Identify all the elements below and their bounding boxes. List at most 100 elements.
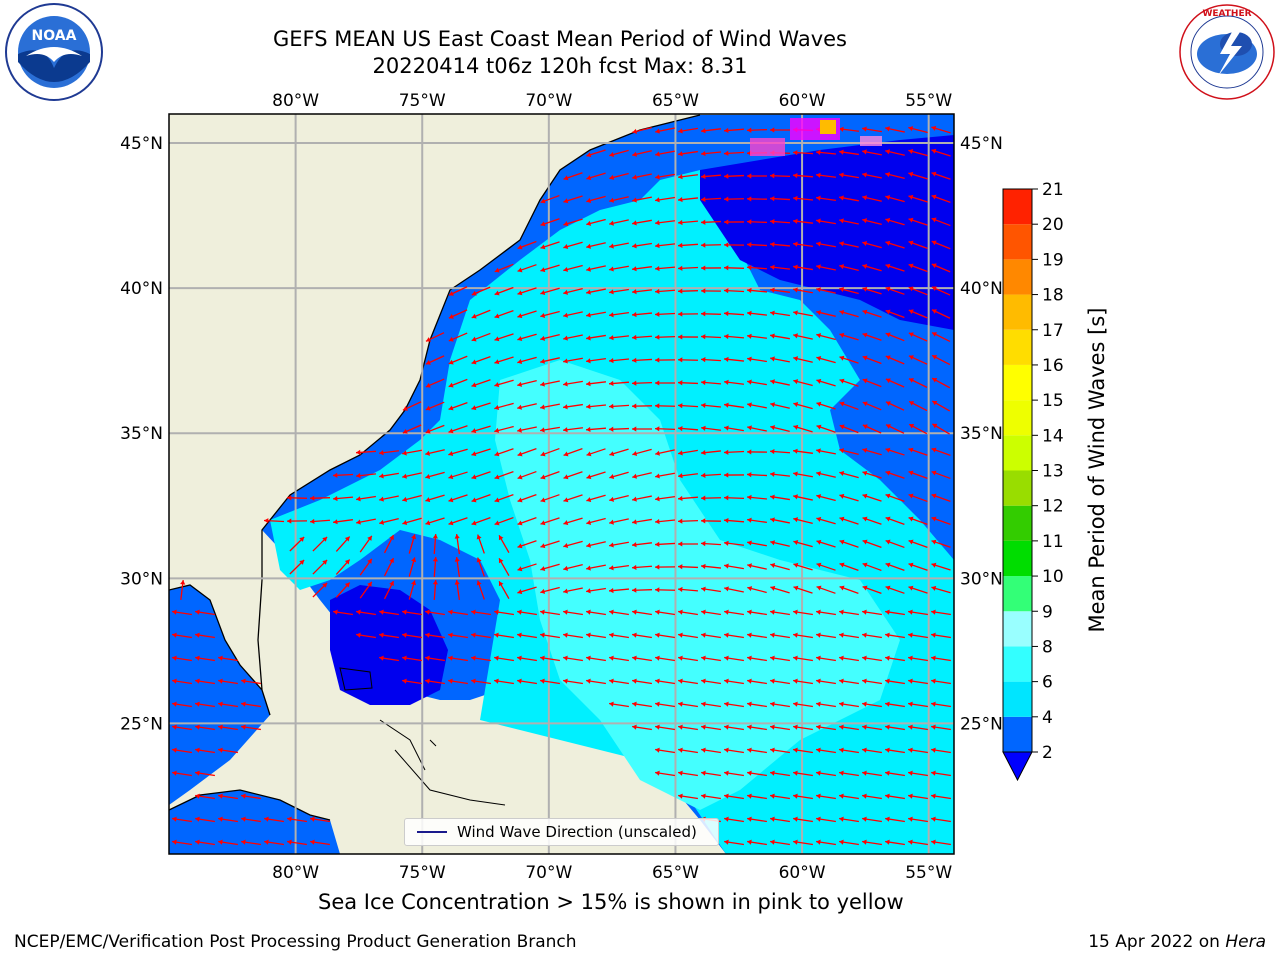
wind-wave-arrowhead (770, 218, 775, 225)
wind-wave-arrowhead (586, 243, 592, 249)
wind-wave-arrowhead (908, 585, 914, 591)
lat-label-left: 40°N (120, 279, 163, 299)
ocean-region-deep-blue-south (330, 585, 448, 705)
wind-wave-arrowhead (931, 770, 936, 776)
wind-wave-arrowhead (389, 558, 394, 564)
wind-wave-arrowhead (678, 242, 683, 248)
wind-wave-arrowhead (862, 470, 868, 476)
wind-wave-arrowhead (816, 701, 821, 707)
wind-wave-arrowhead (908, 562, 914, 568)
wind-wave-arrowhead (471, 405, 477, 411)
wind-wave-arrowhead (816, 585, 822, 591)
wind-wave-arrowhead (908, 149, 914, 154)
wind-wave-arrowhead (402, 655, 407, 661)
wind-wave-arrowhead (839, 632, 844, 638)
wind-wave-arrowhead (793, 333, 798, 339)
wind-wave-arrowhead (885, 747, 890, 753)
wind-wave-arrowhead (678, 724, 683, 730)
wind-wave-arrowhead (586, 335, 591, 341)
wind-wave-arrowhead (862, 241, 868, 247)
wind-wave-arrowhead (885, 816, 890, 822)
colorbar-tick-label: 8 (1042, 637, 1053, 657)
colorbar: 2 4 6 8 9 10 11 12 13 14 15 16 17 18 19 20 21 (1002, 180, 1064, 782)
wind-wave-arrowhead (724, 540, 729, 546)
wind-wave-arrowhead (909, 378, 914, 383)
wind-wave-arrowhead (402, 496, 408, 502)
wind-wave-arrowhead (931, 263, 937, 269)
wind-wave-arrowhead (356, 496, 361, 502)
wind-wave-arrowhead (402, 609, 407, 615)
wind-wave-arrowhead (885, 332, 891, 338)
wind-wave-arrowhead (816, 218, 821, 224)
wind-wave-arrowhead (586, 198, 592, 204)
wind-wave-arrowhead (195, 609, 200, 615)
wind-wave-arrowhead (816, 172, 821, 178)
wind-wave-arrowhead (494, 359, 500, 365)
wind-wave-arrowhead (839, 195, 844, 201)
wind-wave-arrowhead (701, 402, 706, 408)
wind-wave-arrowhead (701, 173, 706, 180)
wind-wave-arrowhead (931, 516, 937, 522)
colorbar-tick-label: 20 (1042, 215, 1064, 235)
wind-wave-arrowhead (931, 816, 936, 822)
wind-wave-arrowhead (632, 380, 637, 386)
wind-wave-arrowhead (586, 426, 591, 433)
wind-wave-arrowhead (195, 770, 200, 776)
wind-wave-arrowhead (701, 724, 706, 730)
wind-wave-arrowhead (448, 678, 453, 684)
wind-wave-arrowhead (770, 127, 775, 133)
wind-wave-arrowhead (586, 474, 592, 480)
wind-wave-arrowhead (563, 289, 569, 295)
colorbar-segment (1003, 294, 1032, 330)
wind-wave-arrowhead (218, 839, 223, 845)
wind-wave-arrowhead (563, 474, 569, 480)
wind-wave-arrowhead (908, 655, 913, 661)
wind-wave-arrowhead (540, 198, 546, 204)
wind-wave-arrowhead (632, 678, 637, 684)
wind-wave-arrowhead (793, 562, 799, 568)
wind-wave-arrowhead (885, 217, 891, 223)
wind-wave-arrowhead (701, 425, 706, 431)
wind-wave-arrowhead (632, 496, 637, 502)
wind-wave-arrowhead (701, 518, 706, 524)
wind-wave-arrowhead (517, 678, 522, 684)
wind-wave-arrowhead (655, 265, 660, 272)
wind-wave-arrowhead (747, 310, 752, 316)
wind-wave-arrowhead (724, 173, 729, 179)
wind-wave-arrowhead (908, 332, 914, 338)
wind-wave-arrowhead (517, 520, 523, 526)
wind-wave-arrowhead (724, 333, 729, 340)
colorbar-segment (1003, 189, 1032, 225)
wind-wave-arrowhead (471, 520, 477, 526)
wind-wave-arrowhead (747, 678, 752, 684)
wind-wave-arrowhead (931, 493, 937, 499)
wind-wave-arrowhead (609, 496, 615, 502)
wind-wave-arrowhead (218, 655, 223, 661)
wind-wave-arrowhead (908, 516, 914, 522)
wind-wave-arrowhead (287, 518, 292, 524)
wind-wave-arrowhead (701, 265, 706, 271)
wind-wave-arrowhead (517, 313, 523, 319)
wind-wave-arrowhead (862, 839, 867, 845)
wind-wave-arrowhead (701, 219, 706, 225)
wind-wave-arrowhead (908, 447, 914, 453)
wind-wave-arrowhead (402, 678, 407, 684)
wind-wave-arrowhead (310, 495, 315, 501)
wind-wave-arrowhead (931, 148, 937, 154)
wind-wave-arrowhead (793, 424, 799, 430)
wind-wave-arrowhead (724, 472, 729, 478)
wind-wave-arrowhead (379, 519, 385, 525)
wind-wave-arrowhead (701, 128, 706, 134)
lon-label-bottom: 80°W (272, 863, 319, 883)
wind-wave-arrowhead (724, 632, 729, 638)
wind-wave-arrowhead (678, 609, 683, 615)
wind-wave-arrowhead (655, 587, 660, 593)
wind-wave-arrowhead (816, 241, 821, 247)
wind-wave-arrowhead (563, 520, 569, 526)
wind-wave-arrowhead (885, 126, 890, 132)
wind-wave-arrowhead (862, 747, 867, 753)
wind-wave-arrowhead (609, 197, 615, 203)
wind-wave-arrowhead (563, 221, 569, 227)
wind-wave-arrowhead (432, 534, 438, 539)
wind-wave-arrowhead (218, 701, 223, 707)
